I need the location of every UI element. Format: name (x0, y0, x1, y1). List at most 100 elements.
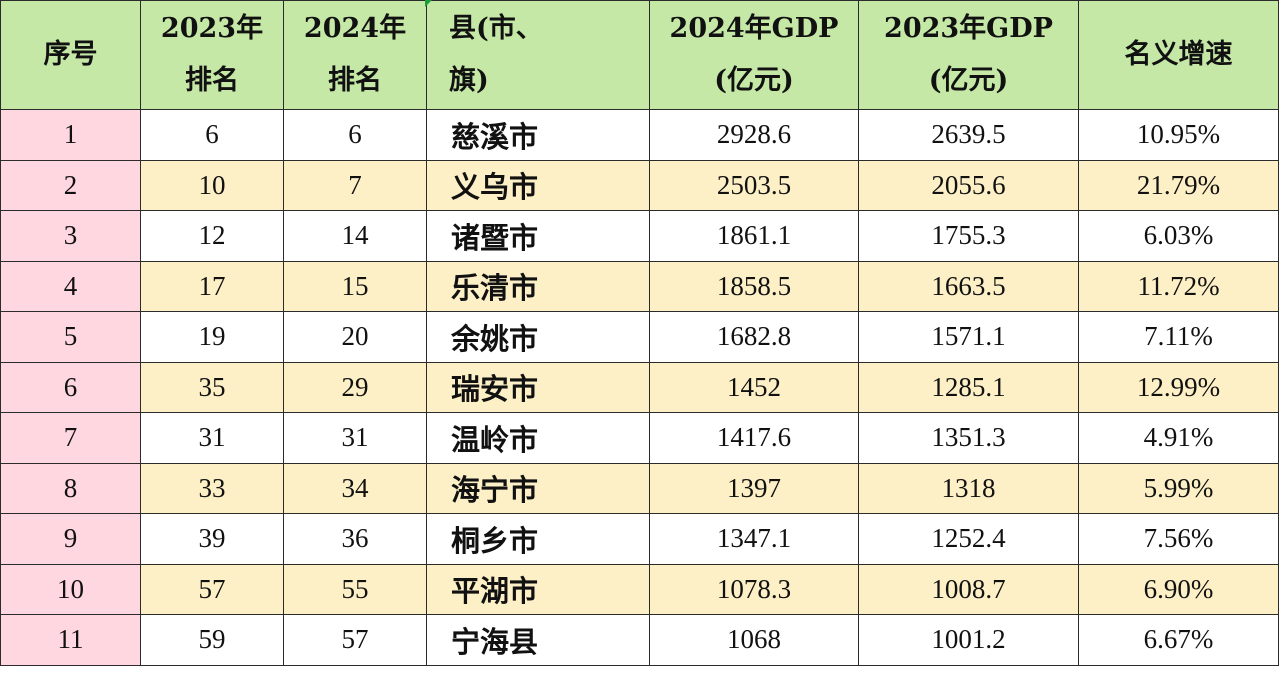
cell-rank-2024[interactable]: 55 (283, 563, 427, 615)
cell-gdp-2024[interactable]: 1347.1 (649, 513, 859, 565)
header-gdp-2024-line1: 2024年GDP (669, 13, 839, 44)
cell-seq[interactable]: 8 (0, 462, 141, 514)
cell-county-name[interactable]: 平湖市 (426, 563, 650, 615)
table-row: 3 12 14 诸暨市 1861.1 1755.3 6.03% (0, 210, 1279, 262)
cell-growth[interactable]: 11.72% (1078, 260, 1279, 312)
cell-rank-2024[interactable]: 29 (283, 361, 427, 413)
cell-gdp-2023[interactable]: 1663.5 (858, 260, 1079, 312)
table-row: 6 35 29 瑞安市 1452 1285.1 12.99% (0, 361, 1279, 413)
cell-seq[interactable]: 3 (0, 210, 141, 262)
cell-rank-2023[interactable]: 17 (140, 260, 284, 312)
table-row: 4 17 15 乐清市 1858.5 1663.5 11.72% (0, 260, 1279, 312)
cell-seq[interactable]: 4 (0, 260, 141, 312)
cell-seq[interactable]: 5 (0, 311, 141, 363)
cell-county-name[interactable]: 温岭市 (426, 412, 650, 464)
cell-rank-2023[interactable]: 33 (140, 462, 284, 514)
cell-seq[interactable]: 9 (0, 513, 141, 565)
cell-growth[interactable]: 5.99% (1078, 462, 1279, 514)
cell-growth[interactable]: 6.90% (1078, 563, 1279, 615)
cell-county-name[interactable]: 海宁市 (426, 462, 650, 514)
cell-gdp-2023[interactable]: 1285.1 (858, 361, 1079, 413)
header-rank-2024-line2: 排名 (328, 65, 382, 96)
cell-gdp-2024[interactable]: 1078.3 (649, 563, 859, 615)
cell-rank-2023[interactable]: 39 (140, 513, 284, 565)
header-gdp-2023[interactable]: 2023年GDP (亿元) (858, 0, 1079, 110)
cell-growth[interactable]: 4.91% (1078, 412, 1279, 464)
cell-gdp-2023[interactable]: 2055.6 (858, 159, 1079, 211)
header-county[interactable]: 县(市、 旗) (426, 0, 650, 110)
cell-county-name[interactable]: 桐乡市 (426, 513, 650, 565)
table-row: 8 33 34 海宁市 1397 1318 5.99% (0, 462, 1279, 514)
table-row: 5 19 20 余姚市 1682.8 1571.1 7.11% (0, 311, 1279, 363)
cell-growth[interactable]: 10.95% (1078, 109, 1279, 161)
cell-growth[interactable]: 21.79% (1078, 159, 1279, 211)
cell-rank-2023[interactable]: 59 (140, 614, 284, 666)
header-county-line1: 县(市、 (449, 13, 543, 44)
cell-seq[interactable]: 1 (0, 109, 141, 161)
cell-county-name[interactable]: 瑞安市 (426, 361, 650, 413)
cell-growth[interactable]: 7.11% (1078, 311, 1279, 363)
cell-gdp-2024[interactable]: 1068 (649, 614, 859, 666)
cell-rank-2024[interactable]: 7 (283, 159, 427, 211)
cell-rank-2023[interactable]: 19 (140, 311, 284, 363)
header-gdp-2024[interactable]: 2024年GDP (亿元) (649, 0, 859, 110)
cell-gdp-2024[interactable]: 1417.6 (649, 412, 859, 464)
cell-gdp-2024[interactable]: 1452 (649, 361, 859, 413)
cell-gdp-2023[interactable]: 1351.3 (858, 412, 1079, 464)
cell-growth[interactable]: 6.67% (1078, 614, 1279, 666)
cell-county-name[interactable]: 宁海县 (426, 614, 650, 666)
cell-rank-2024[interactable]: 15 (283, 260, 427, 312)
cell-rank-2024[interactable]: 6 (283, 109, 427, 161)
cell-gdp-2023[interactable]: 1318 (858, 462, 1079, 514)
cell-seq[interactable]: 6 (0, 361, 141, 413)
cell-county-name[interactable]: 余姚市 (426, 311, 650, 363)
cell-rank-2023[interactable]: 12 (140, 210, 284, 262)
cell-rank-2023[interactable]: 57 (140, 563, 284, 615)
cell-county-name[interactable]: 乐清市 (426, 260, 650, 312)
cell-rank-2024[interactable]: 36 (283, 513, 427, 565)
table-row: 10 57 55 平湖市 1078.3 1008.7 6.90% (0, 563, 1279, 615)
header-gdp-2023-line2: (亿元) (928, 65, 1009, 96)
cell-rank-2023[interactable]: 10 (140, 159, 284, 211)
header-rank-2024[interactable]: 2024年 排名 (283, 0, 427, 110)
cell-gdp-2024[interactable]: 2928.6 (649, 109, 859, 161)
cell-rank-2024[interactable]: 31 (283, 412, 427, 464)
header-rank-2023[interactable]: 2023年 排名 (140, 0, 284, 110)
cell-county-name[interactable]: 诸暨市 (426, 210, 650, 262)
header-county-line2: 旗) (449, 65, 489, 96)
cell-gdp-2024[interactable]: 1858.5 (649, 260, 859, 312)
header-seq[interactable]: 序号 (0, 0, 141, 110)
table-row: 2 10 7 义乌市 2503.5 2055.6 21.79% (0, 159, 1279, 211)
cell-rank-2024[interactable]: 57 (283, 614, 427, 666)
cell-rank-2024[interactable]: 14 (283, 210, 427, 262)
cell-gdp-2023[interactable]: 1001.2 (858, 614, 1079, 666)
cell-gdp-2023[interactable]: 1252.4 (858, 513, 1079, 565)
cell-rank-2023[interactable]: 31 (140, 412, 284, 464)
cell-gdp-2023[interactable]: 1571.1 (858, 311, 1079, 363)
cell-gdp-2024[interactable]: 1397 (649, 462, 859, 514)
header-gdp-2024-line2: (亿元) (714, 65, 794, 96)
table-row: 7 31 31 温岭市 1417.6 1351.3 4.91% (0, 412, 1279, 464)
cell-seq[interactable]: 2 (0, 159, 141, 211)
cell-growth[interactable]: 6.03% (1078, 210, 1279, 262)
cell-gdp-2023[interactable]: 2639.5 (858, 109, 1079, 161)
cell-rank-2024[interactable]: 34 (283, 462, 427, 514)
cell-seq[interactable]: 10 (0, 563, 141, 615)
cell-rank-2023[interactable]: 35 (140, 361, 284, 413)
cell-gdp-2023[interactable]: 1755.3 (858, 210, 1079, 262)
cell-seq[interactable]: 11 (0, 614, 141, 666)
cell-seq[interactable]: 7 (0, 412, 141, 464)
cell-gdp-2024[interactable]: 1861.1 (649, 210, 859, 262)
header-growth[interactable]: 名义增速 (1078, 0, 1279, 110)
cell-growth[interactable]: 12.99% (1078, 361, 1279, 413)
cell-comment-marker (425, 0, 432, 7)
cell-gdp-2024[interactable]: 2503.5 (649, 159, 859, 211)
cell-growth[interactable]: 7.56% (1078, 513, 1279, 565)
header-gdp-2023-line1: 2023年GDP (884, 13, 1053, 44)
cell-county-name[interactable]: 义乌市 (426, 159, 650, 211)
cell-county-name[interactable]: 慈溪市 (426, 109, 650, 161)
cell-gdp-2023[interactable]: 1008.7 (858, 563, 1079, 615)
cell-gdp-2024[interactable]: 1682.8 (649, 311, 859, 363)
cell-rank-2023[interactable]: 6 (140, 109, 284, 161)
cell-rank-2024[interactable]: 20 (283, 311, 427, 363)
